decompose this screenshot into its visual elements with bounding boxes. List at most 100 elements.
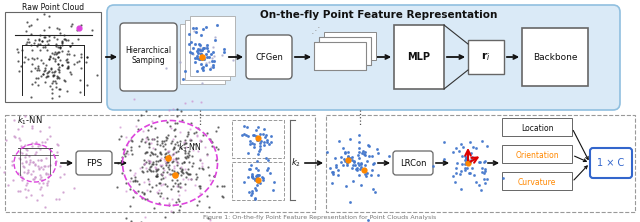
Point [172, 114, 182, 117]
Point [480, 169, 490, 172]
Point [342, 161, 352, 165]
Point [211, 146, 221, 149]
Point [27, 48, 37, 52]
Point [262, 140, 272, 144]
Point [202, 165, 212, 169]
Point [141, 140, 151, 143]
Point [33, 182, 44, 185]
Point [195, 139, 205, 143]
Point [209, 59, 219, 62]
Point [40, 36, 50, 39]
Point [1, 139, 12, 142]
Point [155, 194, 165, 197]
Point [349, 159, 359, 163]
Point [23, 170, 33, 174]
Point [186, 138, 196, 142]
Bar [5, 115, 315, 212]
Point [136, 196, 147, 200]
Point [201, 25, 211, 29]
Point [197, 48, 207, 52]
Point [195, 184, 205, 188]
Point [476, 188, 486, 191]
Point [248, 141, 258, 144]
Point [147, 185, 157, 189]
Point [153, 191, 163, 194]
Point [202, 55, 212, 58]
Point [57, 42, 67, 45]
Point [44, 57, 54, 61]
Point [252, 175, 262, 179]
Point [170, 151, 180, 155]
Point [162, 156, 172, 160]
Bar [319, 37, 371, 65]
Point [145, 159, 156, 163]
Point [165, 155, 175, 159]
Point [356, 183, 366, 186]
Point [38, 73, 48, 76]
Point [170, 134, 180, 138]
Point [345, 137, 355, 141]
Point [148, 152, 158, 155]
Point [162, 170, 172, 174]
Point [243, 134, 253, 138]
Point [209, 174, 219, 178]
Point [330, 156, 340, 160]
Point [19, 155, 29, 159]
Point [152, 190, 162, 194]
Point [19, 170, 29, 174]
Point [352, 168, 362, 172]
Point [125, 138, 136, 142]
Point [139, 180, 149, 184]
Point [193, 42, 204, 46]
Point [177, 78, 188, 81]
Point [195, 192, 205, 195]
Point [17, 161, 28, 165]
Point [160, 216, 170, 219]
Point [156, 183, 166, 187]
Point [144, 168, 154, 171]
Point [165, 158, 175, 162]
Point [252, 139, 262, 142]
Point [173, 143, 183, 147]
Point [353, 153, 363, 157]
Point [192, 133, 202, 137]
Point [47, 79, 58, 83]
Point [177, 109, 187, 113]
Point [22, 172, 32, 175]
Point [195, 57, 205, 60]
Point [43, 179, 53, 182]
Point [32, 56, 42, 59]
Point [47, 51, 57, 54]
Point [6, 164, 17, 167]
Point [30, 163, 40, 167]
Point [65, 45, 75, 48]
Point [170, 173, 180, 177]
Point [362, 159, 372, 163]
Point [196, 62, 207, 65]
Point [173, 182, 183, 186]
Point [253, 180, 264, 184]
Point [169, 166, 179, 169]
Point [36, 74, 46, 78]
Point [250, 142, 260, 146]
Point [14, 156, 24, 160]
Point [50, 161, 60, 165]
Point [265, 171, 275, 175]
Point [65, 52, 75, 56]
Point [37, 181, 47, 184]
Point [191, 31, 202, 34]
Point [139, 162, 149, 166]
Point [368, 162, 378, 166]
Point [168, 137, 178, 141]
Point [125, 204, 135, 208]
Point [126, 219, 136, 222]
Point [156, 165, 166, 168]
Point [155, 151, 165, 154]
Point [360, 170, 371, 173]
Point [111, 186, 122, 189]
FancyBboxPatch shape [246, 35, 292, 79]
Point [266, 134, 276, 138]
Point [35, 42, 45, 46]
Point [164, 153, 174, 157]
Point [170, 181, 180, 184]
